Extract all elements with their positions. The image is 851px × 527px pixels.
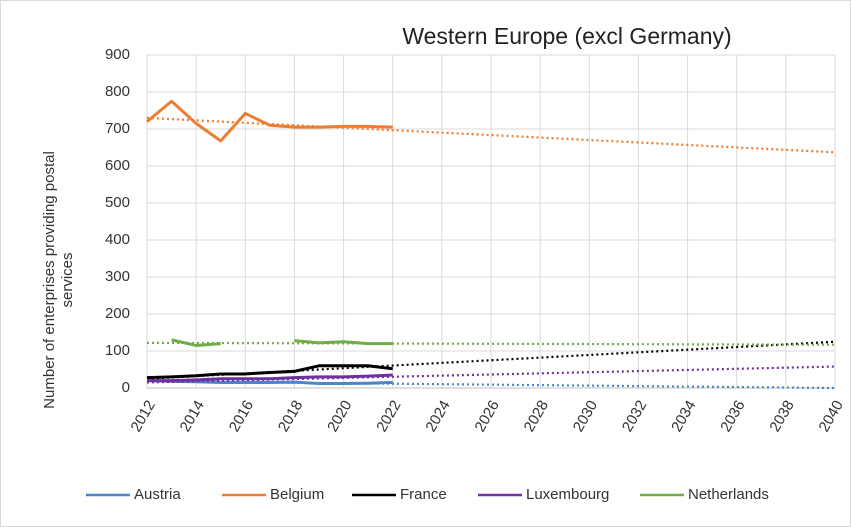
legend-label: Netherlands <box>688 486 769 503</box>
legend-label: Luxembourg <box>526 486 609 503</box>
series-line <box>146 364 393 380</box>
y-tick-label: 600 <box>105 157 130 174</box>
y-tick-label: 900 <box>105 46 130 63</box>
y-tick-label: 0 <box>122 379 130 396</box>
legend-label: Belgium <box>270 486 324 503</box>
y-tick-label: 700 <box>105 120 130 137</box>
y-tick-label: 800 <box>105 83 130 100</box>
legend-item: France <box>352 486 447 503</box>
series-line <box>171 338 393 347</box>
y-tick-label: 300 <box>105 268 130 285</box>
legend-item: Luxembourg <box>478 486 609 503</box>
legend-item: Austria <box>86 486 181 503</box>
chart-title: Western Europe (excl Germany) <box>402 23 731 49</box>
series-line <box>146 99 393 143</box>
y-tick-label: 500 <box>105 194 130 211</box>
legend-item: Belgium <box>222 486 324 503</box>
y-tick-label: 200 <box>105 305 130 322</box>
legend-label: Austria <box>134 486 181 503</box>
legend-item: Netherlands <box>640 486 769 503</box>
y-tick-label: 400 <box>105 231 130 248</box>
legend-label: France <box>400 486 447 503</box>
series-line <box>147 373 393 383</box>
y-axis-label: Number of enterprises providing postal s… <box>41 151 76 409</box>
y-axis-label-line: services <box>59 252 76 307</box>
y-tick-label: 100 <box>105 342 130 359</box>
y-axis-label-line: Number of enterprises providing postal <box>41 151 58 409</box>
